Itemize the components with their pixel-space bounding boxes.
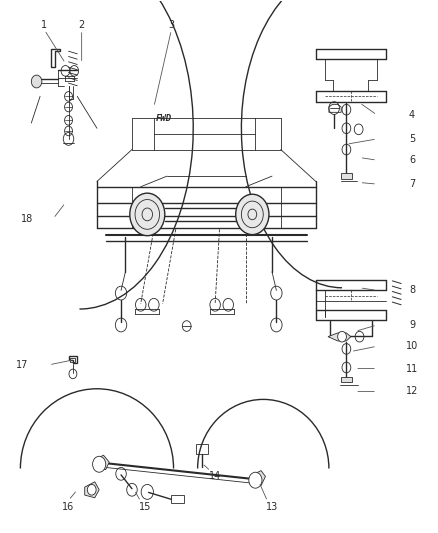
Text: 12: 12 — [405, 386, 417, 397]
Text: 18: 18 — [21, 214, 33, 224]
Circle shape — [337, 332, 346, 342]
Text: 15: 15 — [138, 502, 151, 512]
Text: 4: 4 — [408, 110, 414, 120]
Text: 10: 10 — [405, 341, 417, 351]
Bar — [70, 358, 75, 362]
Polygon shape — [96, 455, 109, 470]
Text: 6: 6 — [408, 155, 414, 165]
Text: 3: 3 — [168, 20, 174, 30]
Polygon shape — [327, 333, 350, 341]
Text: 13: 13 — [265, 502, 278, 512]
Text: 9: 9 — [408, 320, 414, 330]
Text: 11: 11 — [405, 364, 417, 374]
Bar — [340, 173, 351, 179]
Text: FWD: FWD — [155, 115, 172, 123]
Text: 16: 16 — [62, 502, 74, 512]
Circle shape — [130, 193, 164, 236]
Circle shape — [87, 484, 96, 495]
Text: 7: 7 — [408, 179, 414, 189]
Circle shape — [31, 75, 42, 88]
Circle shape — [248, 472, 261, 488]
Polygon shape — [85, 482, 99, 498]
Text: 17: 17 — [16, 360, 29, 370]
Text: 2: 2 — [78, 20, 85, 30]
Text: 8: 8 — [408, 286, 414, 295]
Polygon shape — [252, 471, 265, 486]
Text: 1: 1 — [41, 20, 47, 30]
Circle shape — [92, 456, 106, 472]
Text: 14: 14 — [208, 472, 221, 481]
Bar — [195, 444, 208, 454]
Circle shape — [235, 194, 268, 235]
Bar — [171, 495, 184, 503]
Text: 5: 5 — [408, 134, 414, 144]
Bar — [340, 376, 351, 382]
